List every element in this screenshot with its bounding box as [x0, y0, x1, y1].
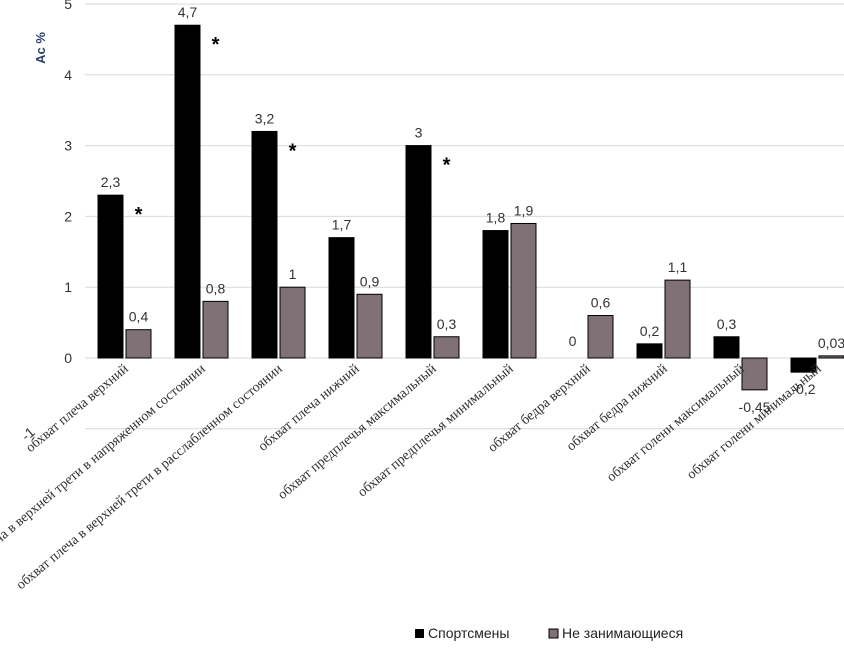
bar-non-athletes [279, 286, 306, 359]
bar-athletes [97, 194, 124, 359]
legend-swatch-athletes [415, 629, 424, 638]
legend-label-non-athletes: Не занимающиеся [562, 625, 683, 641]
data-labels: 2,3 4,7 3,2 1,7 3 1,8 0 0,2 0,3 -0,2 0,4 0,8 1 0,9 0,3… [101, 4, 844, 415]
significance-marker: * [135, 204, 143, 226]
bar-athletes [174, 24, 201, 359]
bar-athletes [251, 130, 278, 359]
bar-non-athletes [356, 293, 383, 359]
significance-markers: * * * * [135, 34, 451, 226]
data-label: 3,2 [255, 110, 275, 126]
data-label: 3 [415, 125, 423, 141]
data-label: 1,9 [514, 202, 534, 218]
data-label: 0,03 [818, 335, 844, 351]
significance-marker: * [443, 155, 451, 177]
bar-non-athletes [741, 357, 768, 391]
data-label: 1,1 [668, 259, 688, 275]
legend-label-athletes: Спортсмены [428, 625, 509, 641]
data-label: 0,3 [437, 316, 457, 332]
bar-non-athletes [125, 329, 152, 359]
bar-non-athletes [818, 355, 844, 359]
data-label: 1 [289, 266, 297, 282]
data-label: 0,2 [640, 323, 660, 339]
data-label: 0 [569, 333, 577, 349]
bar-non-athletes [433, 336, 460, 359]
data-label: 0,4 [129, 309, 149, 325]
data-label: 0,8 [206, 280, 226, 296]
y-tick-label: 1 [64, 279, 72, 295]
y-axis-title: Ac % [33, 32, 48, 64]
y-tick-label: 4 [64, 67, 72, 83]
bar-non-athletes [202, 300, 229, 359]
bar-non-athletes [587, 315, 614, 359]
data-label: 2,3 [101, 174, 121, 190]
data-label: 0,3 [717, 316, 737, 332]
bar-athletes [790, 357, 817, 373]
category-label: обхват предплечья минимальный [355, 361, 517, 500]
y-tick-label: 3 [64, 138, 72, 154]
data-label: 4,7 [178, 4, 198, 20]
bar-athletes [405, 145, 432, 359]
legend-swatch-non-athletes [548, 628, 559, 639]
bars [97, 24, 844, 391]
bar-non-athletes [510, 222, 537, 359]
category-label: обхват голени максимальный [604, 361, 748, 485]
legend: Спортсмены Не занимающиеся [415, 625, 683, 641]
data-label: 0,9 [360, 273, 380, 289]
bar-athletes [636, 343, 663, 359]
y-tick-label: 5 [64, 0, 72, 12]
bar-athletes [328, 237, 355, 359]
significance-marker: * [289, 140, 297, 162]
data-label: 1,8 [486, 210, 506, 226]
y-tick-label: 2 [64, 208, 72, 224]
gridlines [85, 3, 844, 430]
bar-athletes [713, 336, 740, 359]
significance-marker: * [212, 34, 220, 56]
data-label: 0,6 [591, 295, 611, 311]
data-label: -0,2 [791, 381, 815, 397]
y-tick-label: 0 [64, 350, 72, 366]
data-label: -0,45 [739, 399, 771, 415]
bar-non-athletes [664, 279, 691, 359]
category-label: обхват плеча в верхней трети в расслабле… [14, 361, 286, 593]
category-label: обхват предплечья максимальный [275, 361, 440, 503]
bar-athletes [482, 230, 509, 359]
data-label: 1,7 [332, 217, 352, 233]
